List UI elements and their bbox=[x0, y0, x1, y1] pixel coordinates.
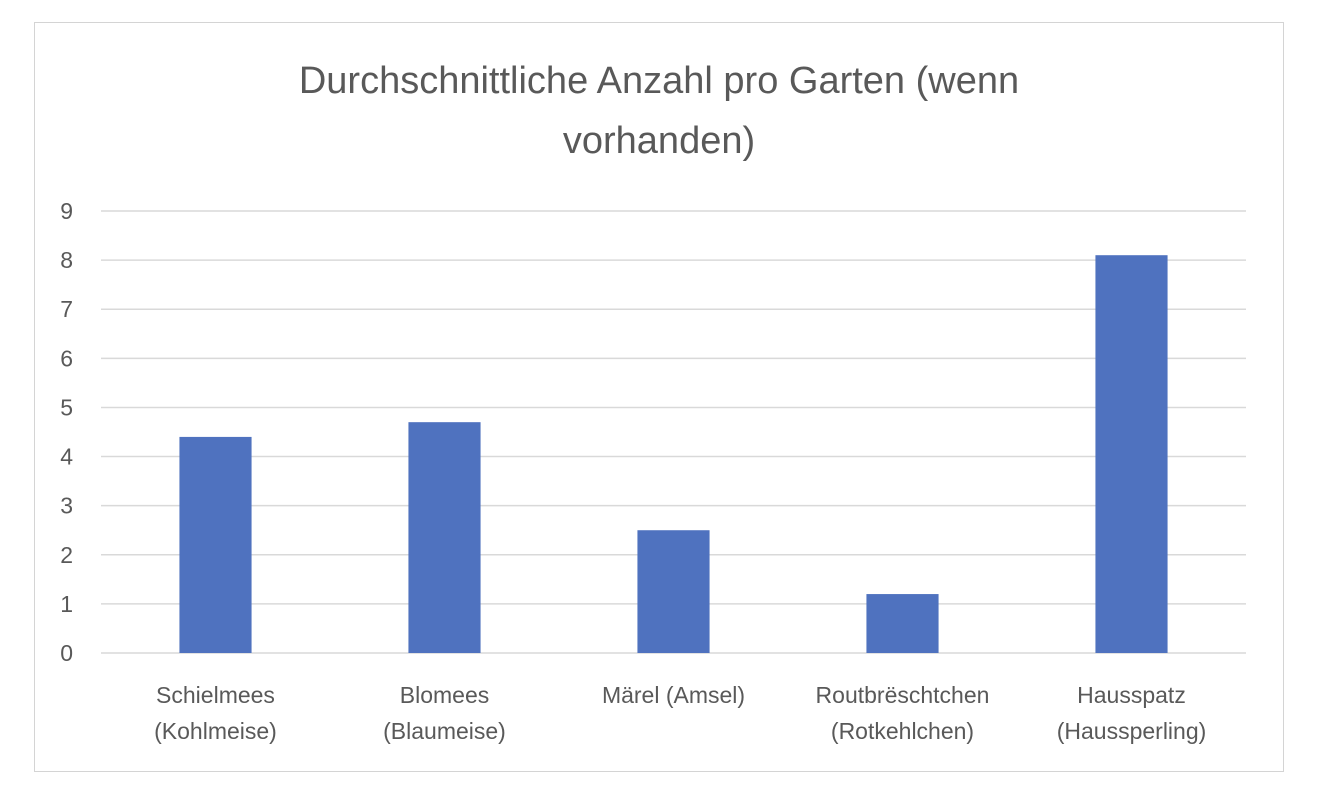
chart-title-line-1: Durchschnittliche Anzahl pro Garten (wen… bbox=[299, 60, 1019, 102]
x-tick-label: (Kohlmeise) bbox=[154, 718, 277, 744]
bar bbox=[408, 422, 481, 653]
y-tick-label: 4 bbox=[60, 444, 73, 470]
y-tick-label: 7 bbox=[60, 296, 73, 322]
bar bbox=[866, 594, 939, 653]
chart-title-line-2: vorhanden) bbox=[563, 120, 755, 162]
bar bbox=[637, 530, 710, 653]
bar-chart: Durchschnittliche Anzahl pro Garten (wen… bbox=[60, 60, 1246, 744]
y-tick-label: 8 bbox=[60, 247, 73, 273]
x-tick-label: Märel (Amsel) bbox=[602, 682, 745, 708]
x-tick-label: Hausspatz bbox=[1077, 682, 1186, 708]
y-tick-label: 9 bbox=[60, 198, 73, 224]
x-axis-ticks: Schielmees (Kohlmeise) Blomees (Blaumeise) M… bbox=[154, 682, 1206, 744]
x-tick-label: Schielmees bbox=[156, 682, 275, 708]
x-tick-label: Routbrëschtchen bbox=[816, 682, 990, 708]
y-tick-label: 0 bbox=[60, 640, 73, 666]
x-tick-label: (Rotkehlchen) bbox=[831, 718, 974, 744]
gridlines bbox=[101, 210, 1246, 654]
x-tick-label: Blomees bbox=[400, 682, 489, 708]
y-axis-ticks: 0 1 2 3 4 5 6 7 8 9 bbox=[60, 198, 73, 666]
bar bbox=[1095, 255, 1168, 653]
x-tick-label: (Blaumeise) bbox=[383, 718, 506, 744]
x-tick-label: (Haussperling) bbox=[1057, 718, 1207, 744]
y-tick-label: 3 bbox=[60, 493, 73, 519]
y-tick-label: 2 bbox=[60, 542, 73, 568]
y-tick-label: 6 bbox=[60, 345, 73, 371]
y-tick-label: 5 bbox=[60, 394, 73, 420]
y-tick-label: 1 bbox=[60, 591, 73, 617]
bars bbox=[179, 255, 1168, 653]
chart-frame: Durchschnittliche Anzahl pro Garten (wen… bbox=[34, 22, 1284, 772]
bar bbox=[179, 436, 252, 653]
